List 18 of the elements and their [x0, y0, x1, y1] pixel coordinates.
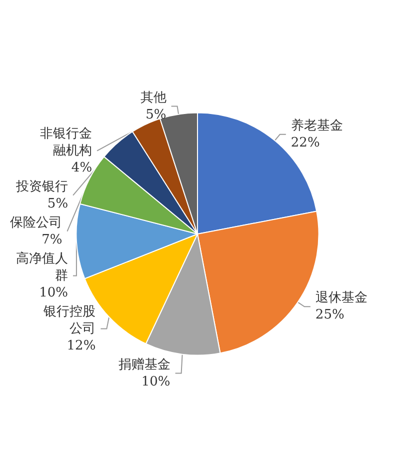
data-label: 22%: [290, 135, 320, 150]
slice-label: 银行控股公司: [42, 304, 96, 336]
data-label: 12%: [66, 338, 96, 354]
data-label: 10%: [39, 285, 68, 300]
slice-label: 捐赠基金: [118, 357, 170, 372]
slice-label: 投资银行: [15, 179, 68, 194]
data-label: 7%: [42, 232, 62, 248]
slice-label: 保险公司: [10, 215, 62, 230]
data-label: 4%: [71, 160, 92, 176]
slice-label: 退休基金: [315, 290, 368, 306]
data-label: 25%: [315, 308, 344, 323]
data-label: 5%: [47, 196, 68, 212]
slice-label: 其他: [140, 90, 166, 106]
slice-label: 非银行金融机构: [40, 126, 92, 158]
slice-label: 养老基金: [290, 117, 343, 134]
data-label: 10%: [141, 374, 170, 390]
slice-label: 高净值人群: [16, 250, 68, 284]
data-label: 5%: [146, 107, 166, 122]
